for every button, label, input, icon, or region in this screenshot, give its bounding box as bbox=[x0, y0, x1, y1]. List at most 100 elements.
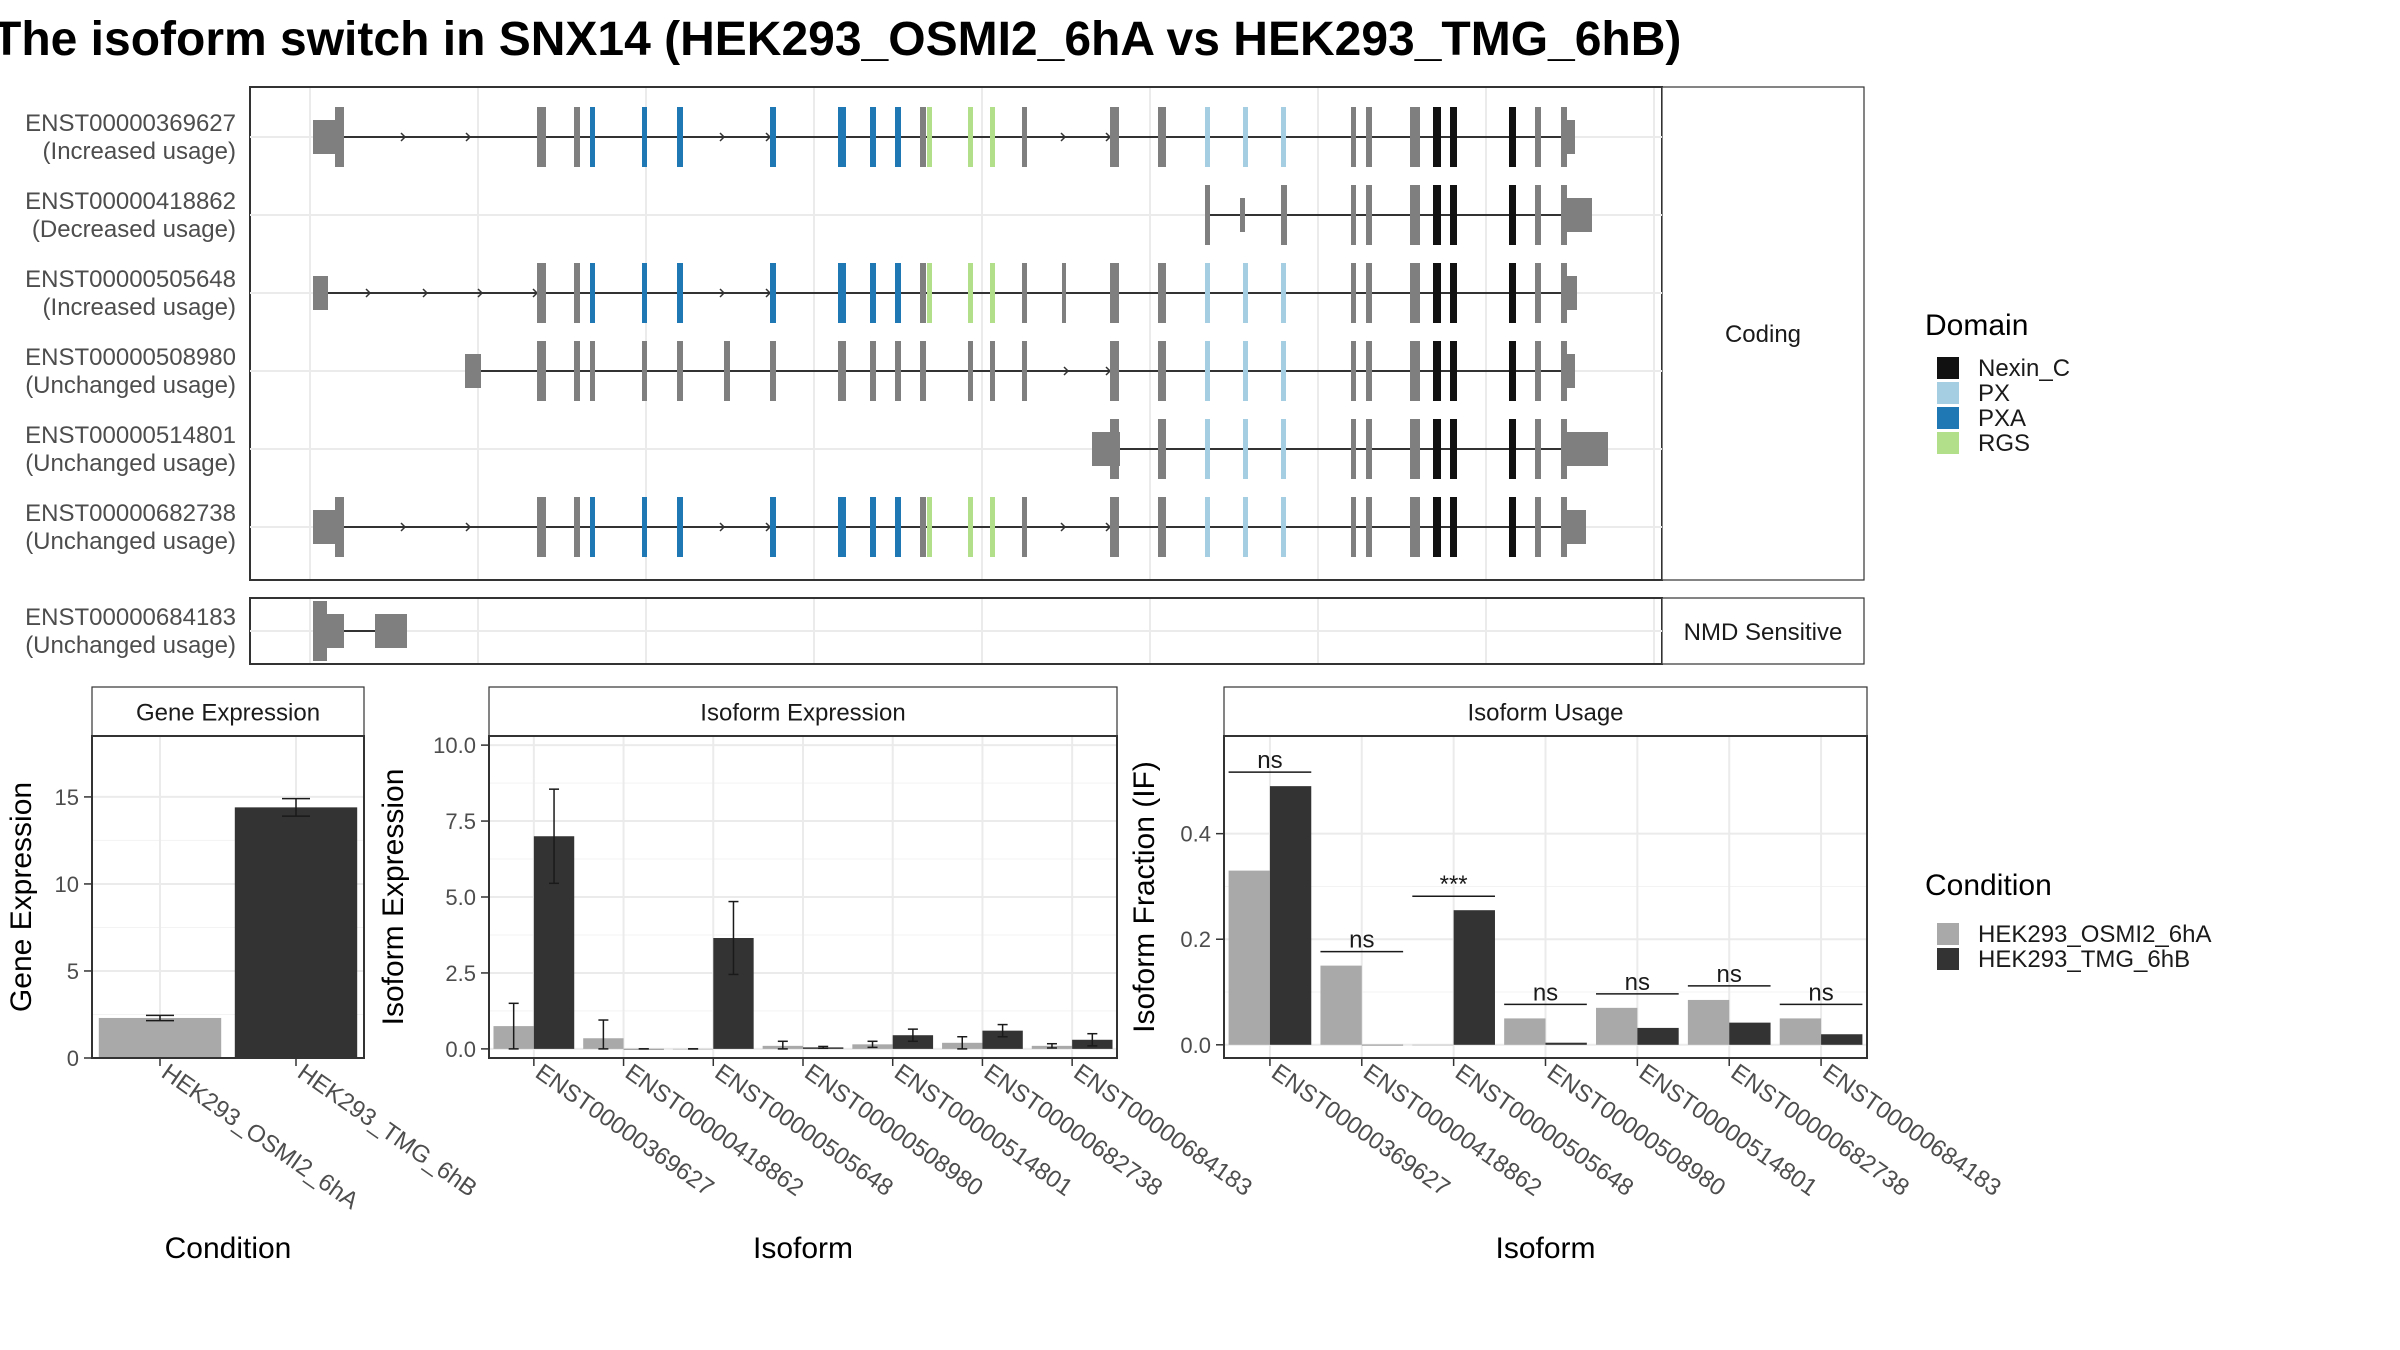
exon bbox=[1351, 185, 1356, 245]
exon bbox=[335, 107, 344, 167]
y-axis-title: Gene Expression bbox=[5, 782, 38, 1012]
y-tick-label: 0.0 bbox=[445, 1037, 476, 1062]
exon bbox=[1535, 419, 1541, 479]
legend-label: Nexin_C bbox=[1978, 355, 2070, 382]
exon bbox=[642, 107, 647, 167]
legend-label: PXA bbox=[1978, 405, 2026, 432]
exon bbox=[838, 497, 846, 557]
exon bbox=[1563, 120, 1575, 154]
exon bbox=[318, 614, 344, 648]
bar bbox=[1779, 1018, 1822, 1045]
exon bbox=[1450, 341, 1457, 401]
panel-border bbox=[1223, 735, 1868, 1059]
legend-label: RGS bbox=[1978, 430, 2030, 457]
exon bbox=[968, 107, 973, 167]
bar bbox=[982, 1030, 1023, 1049]
transcript-usage-label: (Decreased usage) bbox=[32, 216, 236, 243]
transcript-usage-label: (Unchanged usage) bbox=[25, 632, 236, 659]
exon bbox=[920, 341, 926, 401]
significance-label: ns bbox=[1349, 927, 1374, 954]
exon bbox=[1366, 341, 1372, 401]
exon bbox=[1243, 263, 1248, 323]
exon bbox=[1563, 510, 1586, 544]
legend-key-nexin_c bbox=[1937, 357, 1959, 379]
exon bbox=[990, 341, 995, 401]
transcript-usage-label: (Unchanged usage) bbox=[25, 450, 236, 477]
exon bbox=[1022, 263, 1027, 323]
panel-border bbox=[91, 735, 365, 1059]
exon bbox=[838, 107, 846, 167]
chart-title: Isoform Expression bbox=[700, 700, 905, 727]
intron-arrow bbox=[1063, 366, 1070, 376]
exon bbox=[590, 497, 595, 557]
intron-arrow bbox=[1060, 132, 1067, 142]
condition-legend-title: Condition bbox=[1925, 869, 2052, 902]
legend-key-px bbox=[1937, 382, 1959, 404]
transcript-id-label: ENST00000508980 bbox=[25, 344, 236, 371]
exon bbox=[724, 341, 730, 401]
exon bbox=[1110, 497, 1119, 557]
transcript-usage-label: (Unchanged usage) bbox=[25, 372, 236, 399]
exon bbox=[927, 107, 932, 167]
bar bbox=[1637, 1027, 1679, 1045]
exon bbox=[1410, 419, 1420, 479]
exon bbox=[1433, 341, 1441, 401]
y-axis-title: Isoform Fraction (IF) bbox=[1128, 761, 1161, 1033]
y-tick-label: 0.2 bbox=[1180, 927, 1211, 952]
bar bbox=[1228, 870, 1270, 1045]
exon bbox=[1022, 341, 1027, 401]
exon bbox=[1351, 497, 1356, 557]
exon bbox=[1022, 497, 1027, 557]
exon bbox=[574, 341, 580, 401]
gene-expression-chart: Gene Expression051015HEK293_OSMI2_6hAHEK… bbox=[5, 686, 482, 1265]
exon bbox=[1243, 419, 1248, 479]
exon bbox=[1410, 185, 1420, 245]
exon bbox=[920, 497, 926, 557]
coding-strip bbox=[1661, 86, 1865, 581]
transcript-row bbox=[465, 341, 1575, 401]
exon bbox=[1561, 419, 1567, 479]
exon bbox=[335, 497, 344, 557]
intron-arrow bbox=[400, 132, 407, 142]
exon bbox=[870, 263, 876, 323]
intron-arrow bbox=[400, 522, 407, 532]
exon bbox=[642, 497, 647, 557]
transcript-row bbox=[1092, 419, 1608, 479]
exon bbox=[1433, 497, 1441, 557]
domain-legend-title: Domain bbox=[1925, 309, 2028, 342]
exon bbox=[1450, 263, 1457, 323]
exon bbox=[1509, 107, 1516, 167]
bar bbox=[1269, 786, 1312, 1045]
transcript-id-label: ENST00000684183 bbox=[25, 604, 236, 631]
exon bbox=[968, 341, 973, 401]
exon bbox=[1509, 185, 1516, 245]
exon bbox=[1535, 107, 1541, 167]
significance-label: *** bbox=[1440, 871, 1468, 898]
y-tick-label: 0.0 bbox=[1180, 1033, 1211, 1058]
exon bbox=[870, 107, 876, 167]
exon bbox=[1158, 497, 1166, 557]
legend-key-condition bbox=[1937, 923, 1959, 945]
bar bbox=[1361, 1044, 1404, 1046]
exon bbox=[920, 107, 926, 167]
exon bbox=[537, 107, 546, 167]
nmd-strip-label: NMD Sensitive bbox=[1684, 619, 1843, 646]
transcript-row bbox=[313, 497, 1586, 557]
exon bbox=[590, 263, 595, 323]
bar bbox=[1545, 1042, 1587, 1045]
transcript-usage-label: (Increased usage) bbox=[43, 294, 236, 321]
exon bbox=[1205, 497, 1210, 557]
exon bbox=[1205, 185, 1210, 245]
exon bbox=[870, 497, 876, 557]
exon bbox=[537, 263, 546, 323]
exon bbox=[838, 341, 846, 401]
y-tick-label: 2.5 bbox=[445, 961, 476, 986]
exon bbox=[770, 107, 776, 167]
exon bbox=[1110, 419, 1119, 479]
transcript-row bbox=[313, 107, 1575, 167]
panel-border bbox=[488, 735, 1118, 1059]
exon bbox=[1281, 497, 1286, 557]
